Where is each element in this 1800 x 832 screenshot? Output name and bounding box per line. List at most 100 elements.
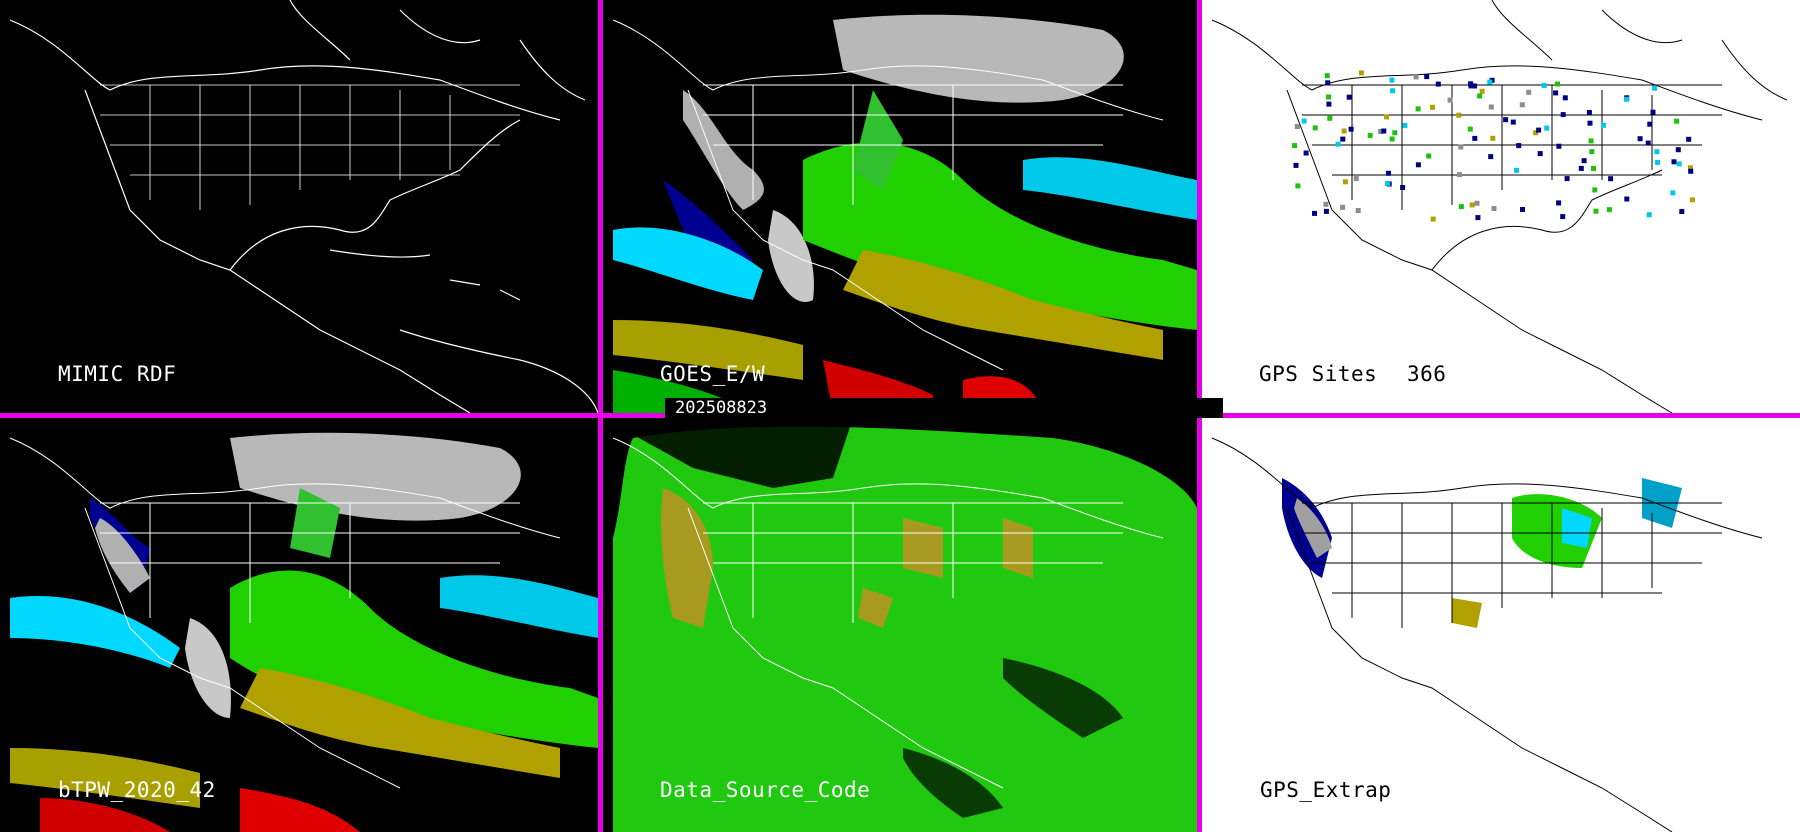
gps-site-marker xyxy=(1526,89,1532,95)
gps-site-marker xyxy=(1555,81,1560,87)
gps-site-marker xyxy=(1487,79,1493,85)
gps-site-marker xyxy=(1381,128,1387,134)
gps-site-marker xyxy=(1435,81,1441,87)
gps-site-marker xyxy=(1688,168,1694,174)
gps-site-marker xyxy=(1586,110,1592,115)
gps-site-marker xyxy=(1670,190,1676,196)
gps-site-marker xyxy=(1675,147,1681,153)
gps-site-marker xyxy=(1390,88,1396,94)
gps-site-marker xyxy=(1340,136,1346,142)
source-field xyxy=(603,418,1197,832)
gps-site-marker xyxy=(1488,154,1494,160)
gps-site-marker xyxy=(1503,117,1509,123)
gps-site-marker xyxy=(1645,140,1651,146)
divider-vertical-left xyxy=(598,0,603,832)
gps-site-marker xyxy=(1516,143,1522,149)
gps-site-marker xyxy=(1385,181,1391,186)
gps-site-marker xyxy=(1326,94,1331,100)
gps-site-marker xyxy=(1323,201,1329,207)
gps-site-marker xyxy=(1358,70,1364,76)
gps-site-marker xyxy=(1477,93,1483,99)
panel-goes-ew: GOES_E/W xyxy=(603,0,1197,413)
gps-site-marker xyxy=(1588,138,1594,144)
gps-site-marker xyxy=(1593,208,1599,214)
gps-site-marker xyxy=(1556,200,1562,206)
gps-site-marker xyxy=(1312,210,1317,216)
gps-site-marker xyxy=(1430,104,1435,110)
gps-site-marker xyxy=(1689,197,1695,203)
tpw-field xyxy=(9,432,598,832)
gps-site-marker xyxy=(1341,128,1347,134)
gps-site-marker xyxy=(1679,209,1685,214)
panel-btpw: bTPW_2020_42 xyxy=(0,418,598,832)
gps-site-marker xyxy=(1488,104,1494,110)
gps-site-marker xyxy=(1472,83,1478,89)
gps-site-marker xyxy=(1415,106,1421,112)
gps-site-marker xyxy=(1688,165,1693,171)
gps-site-marker xyxy=(1674,118,1680,124)
gps-site-marker xyxy=(1671,159,1677,165)
gps-site-marker xyxy=(1467,126,1473,132)
gps-site-marker xyxy=(1533,130,1539,136)
gps-site-marker xyxy=(1355,208,1361,213)
panel-gps-extrap: GPS_Extrap xyxy=(1202,418,1800,832)
gps-site-marker xyxy=(1537,151,1543,157)
gps-site-marker xyxy=(1326,101,1332,107)
panel-mimic-rdf: MIMIC RDF xyxy=(0,0,598,413)
gps-site-marker xyxy=(1608,176,1614,182)
gps-site-marker xyxy=(1415,162,1421,168)
gps-site-marker xyxy=(1541,83,1547,88)
site-count: 366 xyxy=(1407,362,1447,386)
gps-site-marker xyxy=(1294,124,1300,129)
gps-site-marker xyxy=(1295,183,1301,189)
gps-site-marker xyxy=(1560,214,1566,220)
gps-site-marker xyxy=(1536,127,1542,133)
gps-site-marker xyxy=(1544,125,1550,131)
gps-site-marker xyxy=(1456,172,1462,178)
gps-site-marker xyxy=(1323,208,1329,214)
gps-site-marker xyxy=(1367,132,1373,138)
panel-label: GPS Sites xyxy=(1259,362,1378,386)
gps-site-marker xyxy=(1392,130,1398,136)
gps-site-marker xyxy=(1340,204,1346,210)
gps-site-marker xyxy=(1581,158,1587,164)
gps-site-marker xyxy=(1606,207,1612,213)
gps-extrap-map xyxy=(1211,437,1763,832)
gps-site-marker xyxy=(1510,119,1516,125)
gps-site-marker xyxy=(1389,77,1395,83)
gps-site-marker xyxy=(1601,122,1607,128)
gps-site-marker xyxy=(1472,135,1478,141)
gps-site-marker xyxy=(1553,90,1559,96)
gps-site-marker xyxy=(1447,97,1453,103)
gps-site-marker xyxy=(1491,206,1497,211)
gps-site-marker xyxy=(1342,179,1348,185)
gps-site-marker xyxy=(1474,200,1480,206)
gps-site-marker xyxy=(1413,74,1419,80)
gps-site-marker xyxy=(1325,80,1331,86)
gps-site-marker xyxy=(1589,149,1595,155)
gps-site-marker xyxy=(1353,176,1359,182)
timestamp: 202508823 xyxy=(665,398,1223,418)
gps-site-marker xyxy=(1654,149,1660,155)
gps-site-marker xyxy=(1652,85,1658,91)
gps-site-marker xyxy=(1301,118,1307,124)
gps-site-marker xyxy=(1430,216,1436,222)
gps-site-marker xyxy=(1479,88,1485,94)
gps-site-marker xyxy=(1426,153,1432,159)
map-outline xyxy=(9,0,598,413)
gps-site-marker xyxy=(1578,165,1584,171)
panel-label: GOES_E/W xyxy=(660,362,766,386)
gps-site-marker xyxy=(1650,109,1656,115)
gps-site-marker xyxy=(1389,136,1395,142)
gps-site-marker xyxy=(1560,112,1566,118)
gps-site-marker xyxy=(1312,125,1318,131)
gps-site-marker xyxy=(1303,150,1309,156)
gps-site-marker xyxy=(1519,102,1525,108)
gps-site-marker xyxy=(1624,196,1630,202)
gps-site-marker xyxy=(1514,167,1519,173)
gps-site-marker xyxy=(1458,204,1464,210)
gps-site-marker xyxy=(1469,202,1475,208)
gps-site-marker xyxy=(1520,207,1525,212)
gps-site-marker xyxy=(1424,74,1430,80)
